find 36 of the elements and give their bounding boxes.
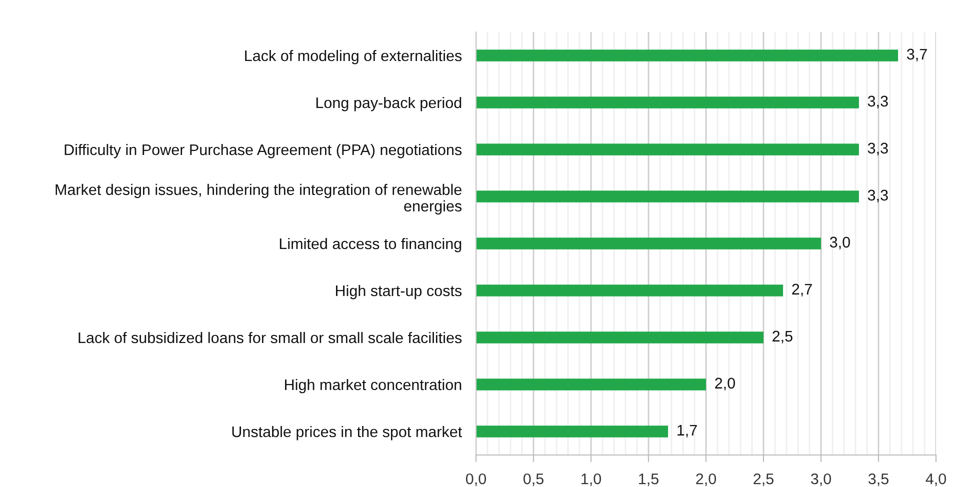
y-tick-label: High start-up costs [336, 284, 462, 300]
bar [476, 284, 784, 296]
data-label: 2,5 [772, 330, 792, 344]
y-tick-label: Lack of subsidized loans for small or small scale facilities [78, 332, 462, 344]
data-label: 3,0 [830, 236, 850, 250]
y-tick-label: High market concentration [285, 378, 462, 394]
y-tick-label: Long pay-back period [316, 96, 462, 112]
bar [476, 50, 898, 62]
bar [476, 96, 859, 108]
x-tick-label: 0,0 [466, 473, 486, 486]
y-tick-label: Difficulty in Power Purchase Agreement (PPA) negotiations [64, 144, 462, 158]
data-label: 3,3 [868, 142, 888, 156]
bar [476, 190, 859, 202]
x-tick-label: 2,5 [754, 473, 774, 486]
x-tick-label: 1,0 [582, 473, 602, 486]
y-tick-label: Lack of modeling of externalities [245, 50, 462, 64]
data-label: 3,3 [868, 190, 888, 202]
bar [476, 238, 821, 250]
y-tick-label: Limited access to financing [280, 238, 462, 252]
x-tick-label: 2,0 [696, 473, 716, 486]
data-label: 1,7 [678, 424, 697, 438]
y-tick-label: Unstable prices in the spot market [232, 426, 462, 440]
bar [476, 426, 668, 438]
data-label: 3,3 [868, 96, 888, 108]
bar [476, 378, 706, 390]
x-tick-label: 1,5 [639, 474, 658, 486]
x-tick-label: 4,0 [926, 473, 946, 486]
x-tick-label: 3,5 [868, 473, 888, 486]
data-label: 2,0 [715, 378, 735, 390]
x-tick-label: 3,0 [810, 473, 832, 486]
bar [476, 332, 764, 344]
x-tick-label: 0,5 [523, 473, 544, 486]
data-label: 2,7 [792, 284, 812, 296]
bar [476, 144, 859, 156]
data-label: 3,7 [906, 48, 927, 62]
y-tick-label: Market design issues, hindering the integration of renewable energies [56, 184, 462, 215]
